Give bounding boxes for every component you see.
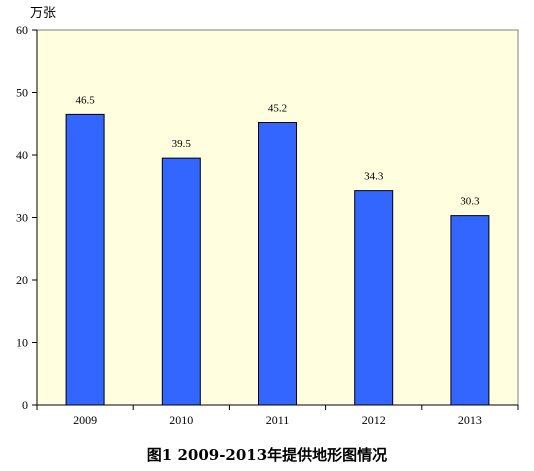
data-label-2012: 34.3: [364, 171, 384, 183]
data-label-2010: 39.5: [172, 138, 192, 150]
y-tick-label: 10: [16, 336, 28, 350]
x-tick-label-2013: 2013: [458, 413, 482, 427]
bar-2012: [354, 190, 394, 406]
x-tick-label-2010: 2010: [169, 413, 193, 427]
data-label-2009: 46.5: [75, 94, 95, 106]
y-tick-label: 0: [22, 398, 28, 412]
y-tick-label: 50: [16, 86, 28, 100]
y-tick-label: 30: [16, 211, 28, 225]
y-tick-label: 20: [16, 273, 28, 287]
data-label-2011: 45.2: [268, 103, 287, 115]
x-tick-label-2009: 2009: [73, 413, 97, 427]
bars: 46.5 39.5 45.2 34.3 30.3: [65, 94, 490, 406]
x-axis-ticks: 2009 2010 2011 2012 2013: [36, 405, 519, 427]
y-axis-label: 万张: [30, 5, 56, 20]
y-tick-label: 60: [16, 23, 28, 37]
bar-2011: [258, 122, 297, 406]
bar-2010: [161, 157, 201, 406]
y-tick-label: 40: [16, 148, 28, 162]
bar-2009: [65, 113, 105, 406]
y-axis-ticks: 0 10 20 30 40 50 60: [16, 23, 37, 412]
data-label-2013: 30.3: [460, 196, 480, 208]
x-tick-label-2012: 2012: [362, 413, 386, 427]
x-tick-label-2011: 2011: [266, 413, 290, 427]
bar-2013: [450, 215, 490, 406]
chart-title: 图1 2009-2013年提供地形图情况: [146, 446, 388, 464]
